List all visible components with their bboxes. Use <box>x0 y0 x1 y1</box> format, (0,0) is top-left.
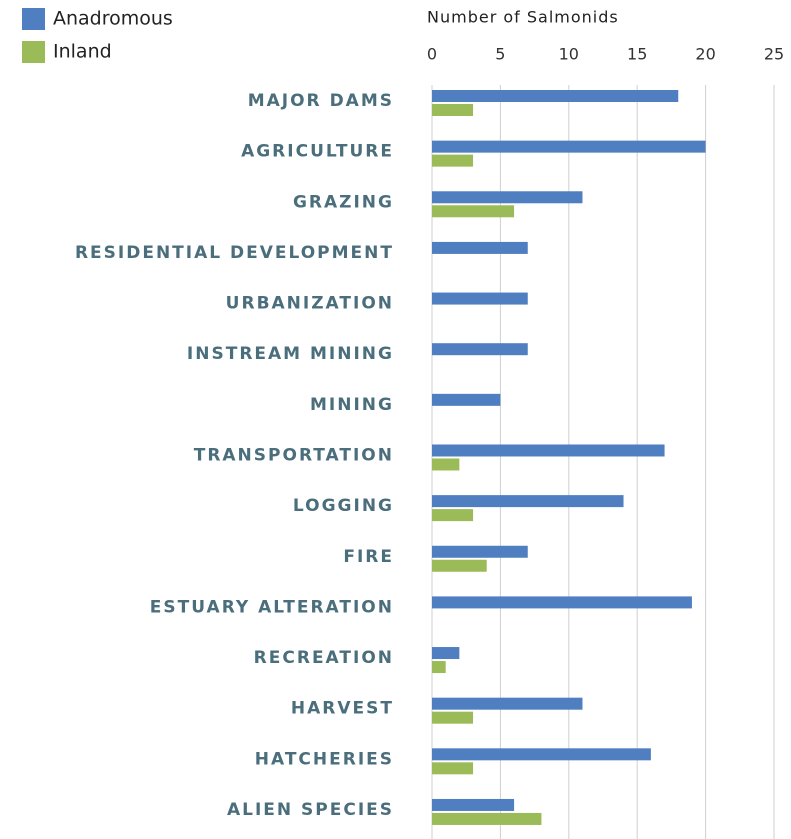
y-tick-label: GRAZING <box>293 192 394 212</box>
y-tick-label: ALIEN SPECIES <box>227 800 394 820</box>
bar <box>432 545 528 558</box>
y-tick-label: INSTREAM MINING <box>187 344 394 364</box>
bar <box>432 647 460 660</box>
y-tick-label: LOGGING <box>293 496 394 516</box>
x-tick-label: 5 <box>495 45 505 64</box>
legend-label: Anadromous <box>53 8 173 30</box>
legend-label: Inland <box>53 41 112 63</box>
y-tick-label: URBANIZATION <box>226 294 394 314</box>
legend-swatch <box>22 41 45 63</box>
y-tick-label: FIRE <box>343 547 394 567</box>
bar <box>432 343 528 356</box>
x-tick-label: 0 <box>427 45 437 64</box>
bar <box>432 798 515 811</box>
bar <box>432 762 474 775</box>
axis-title: Number of Salmonids <box>427 8 619 27</box>
bar <box>432 495 624 508</box>
bar <box>432 458 460 471</box>
bar <box>432 509 474 522</box>
y-tick-label: HARVEST <box>291 699 394 719</box>
x-tick-label: 15 <box>627 45 647 64</box>
y-tick-label: RESIDENTIAL DEVELOPMENT <box>75 243 394 263</box>
y-tick-label: MAJOR DAMS <box>248 91 394 111</box>
bar <box>432 191 583 204</box>
legend-swatch <box>22 8 45 30</box>
bar <box>432 292 528 305</box>
x-tick-label: 25 <box>764 45 784 64</box>
bar <box>432 154 474 167</box>
bar <box>432 393 501 406</box>
bar <box>432 559 487 572</box>
bar <box>432 596 692 609</box>
bar <box>432 90 679 102</box>
bar <box>432 697 583 710</box>
y-tick-label: MINING <box>310 395 394 415</box>
bar <box>432 205 515 218</box>
y-tick-label: TRANSPORTATION <box>194 445 394 465</box>
bar <box>432 711 474 724</box>
bar <box>432 661 446 674</box>
y-tick-label: AGRICULTURE <box>241 142 394 162</box>
y-tick-label: HATCHERIES <box>255 749 394 769</box>
bar <box>432 140 706 153</box>
x-tick-label: 20 <box>695 45 715 64</box>
bar <box>432 444 665 457</box>
y-tick-label: ESTUARY ALTERATION <box>150 597 394 617</box>
bar <box>432 748 651 761</box>
bar <box>432 812 542 825</box>
x-tick-label: 10 <box>559 45 579 64</box>
y-tick-label: RECREATION <box>254 648 394 668</box>
bar <box>432 241 528 254</box>
bar <box>432 104 474 116</box>
